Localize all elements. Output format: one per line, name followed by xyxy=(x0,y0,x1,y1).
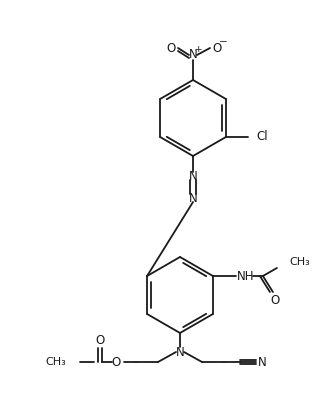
Text: CH₃: CH₃ xyxy=(45,357,66,367)
Text: CH₃: CH₃ xyxy=(289,257,310,267)
Text: O: O xyxy=(167,41,176,54)
Text: Cl: Cl xyxy=(256,130,268,143)
Text: N: N xyxy=(189,170,197,183)
Text: N: N xyxy=(176,346,184,359)
Text: O: O xyxy=(111,355,121,369)
Text: NH: NH xyxy=(237,270,255,283)
Text: −: − xyxy=(219,37,227,47)
Text: O: O xyxy=(270,293,280,306)
Text: O: O xyxy=(212,41,222,54)
Text: N: N xyxy=(189,48,197,61)
Text: O: O xyxy=(95,334,105,347)
Text: +: + xyxy=(194,46,202,54)
Text: N: N xyxy=(258,355,266,369)
Text: N: N xyxy=(189,191,197,204)
